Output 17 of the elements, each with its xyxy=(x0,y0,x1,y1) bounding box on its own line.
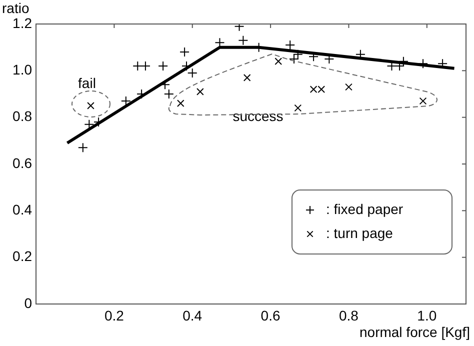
x-tick-label: 0.6 xyxy=(260,307,280,324)
y-tick-label: 1.0 xyxy=(12,62,32,78)
y-tick-label: 0 xyxy=(24,294,32,311)
annotation: fail xyxy=(78,74,96,91)
y-tick-label: 0.4 xyxy=(12,202,32,218)
x-tick-label: 1.0 xyxy=(417,307,437,324)
x-tick-label: 0.8 xyxy=(338,307,359,324)
legend-label: : fixed paper xyxy=(326,200,404,217)
y-tick-label: 0.2 xyxy=(12,248,32,264)
y-tick-label: 0.6 xyxy=(12,154,32,171)
x-tick-label: 0.4 xyxy=(182,307,202,324)
x-axis-title: normal force [Kgf] xyxy=(360,324,470,340)
y-axis-title: ratio xyxy=(2,0,30,16)
y-tick-label: 0.8 xyxy=(12,108,32,124)
y-tick-label: 1.2 xyxy=(12,14,32,31)
x-tick-label: 0.2 xyxy=(104,307,124,324)
legend-label: : turn page xyxy=(326,224,394,241)
